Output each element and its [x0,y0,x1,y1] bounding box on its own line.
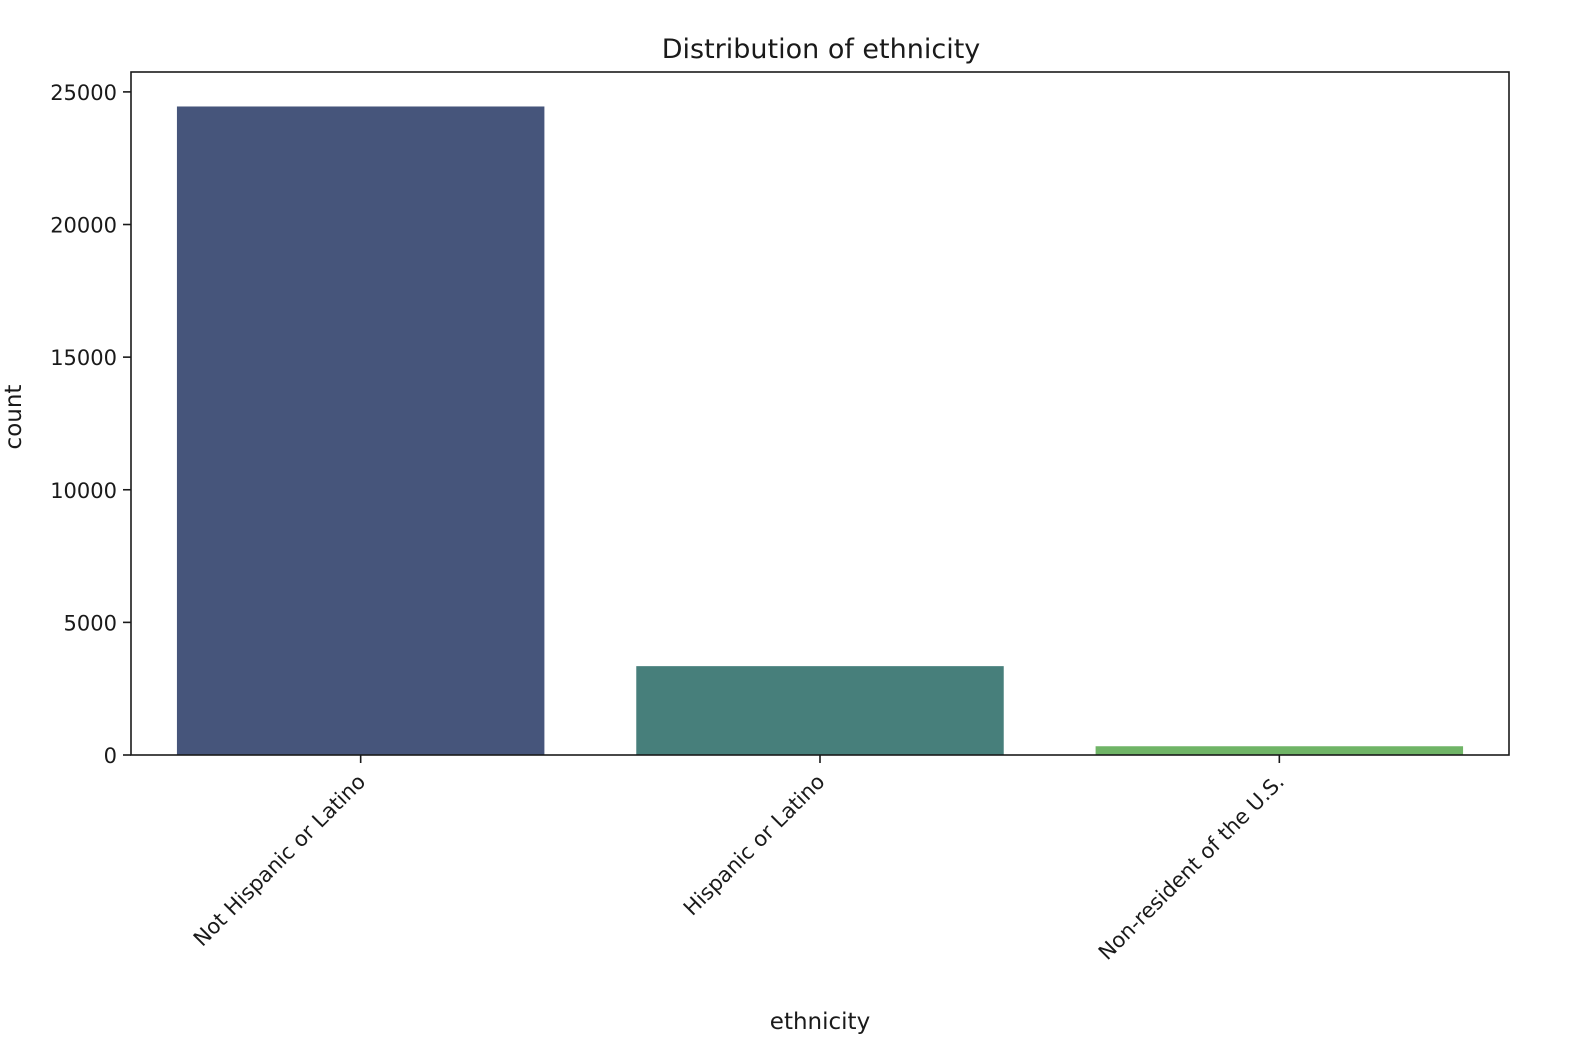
x-axis-label: ethnicity [770,1009,870,1035]
x-axis-ticks: Not Hispanic or Latino Hispanic or Latino… [189,755,1289,965]
y-tick-label-3: 15000 [50,346,117,370]
bars-layer [176,106,1464,755]
y-axis-ticks: 0 5000 10000 15000 20000 25000 [50,81,131,768]
y-tick-label-1: 5000 [64,611,117,635]
y-tick-label-5: 25000 [50,81,117,105]
bar-0 [176,106,545,755]
x-tick-label-0: Not Hispanic or Latino [189,770,370,951]
x-tick-label-2: Non-resident of the U.S. [1094,770,1289,965]
bar-2 [1095,746,1464,755]
y-axis-label: count [1,385,27,450]
y-tick-label-0: 0 [104,744,117,768]
x-tick-label-1: Hispanic or Latino [679,770,830,921]
y-tick-label-4: 20000 [50,214,117,238]
chart-title: Distribution of ethnicity [662,34,981,65]
plot-frame [130,71,1510,756]
bar-1 [636,666,1004,755]
y-tick-label-2: 10000 [50,479,117,503]
